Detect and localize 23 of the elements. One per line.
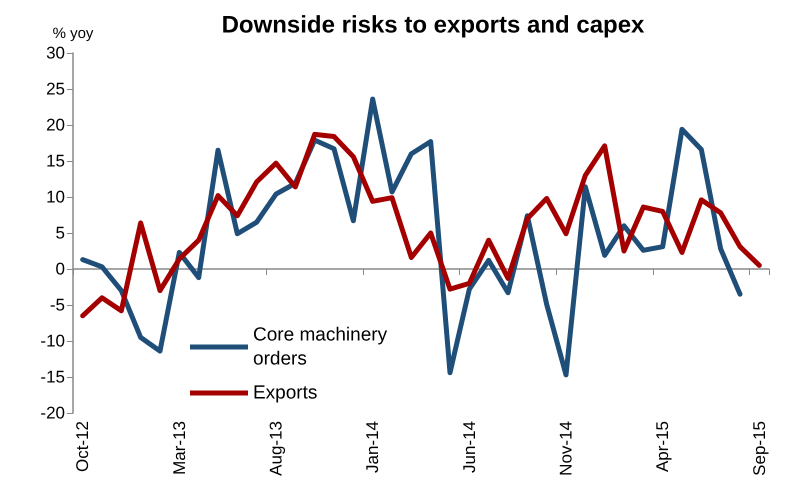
- y-tick-label: -20: [40, 404, 65, 422]
- legend-label: Exports: [253, 382, 318, 404]
- y-tick-label: -15: [40, 368, 65, 386]
- x-tick-label: Apr-15: [653, 421, 672, 472]
- x-tick-label: Oct-12: [73, 421, 92, 472]
- y-axis-title: % yoy: [52, 25, 94, 42]
- y-tick-label: 10: [46, 188, 65, 206]
- y-tick-label: 0: [56, 260, 65, 278]
- y-tick-label: 20: [46, 116, 65, 134]
- x-tick-label: Jan-14: [363, 421, 382, 473]
- chart-title: Downside risks to exports and capex: [222, 12, 646, 38]
- y-tick-label: 5: [56, 224, 65, 242]
- x-tick-label: Sep-15: [750, 421, 769, 476]
- y-tick-label: -5: [50, 296, 65, 314]
- y-tick-label: 25: [46, 80, 65, 98]
- x-tick-label: Aug-13: [266, 421, 286, 476]
- y-tick-label: 15: [46, 152, 65, 170]
- legend-label: Core machinery orders: [253, 324, 392, 370]
- y-tick-label: -10: [40, 332, 65, 350]
- y-tick-label: 30: [46, 44, 65, 62]
- x-tick-label: Nov-14: [556, 421, 576, 476]
- x-tick-label: Jun-14: [460, 421, 479, 473]
- x-tick-label: Mar-13: [170, 421, 189, 475]
